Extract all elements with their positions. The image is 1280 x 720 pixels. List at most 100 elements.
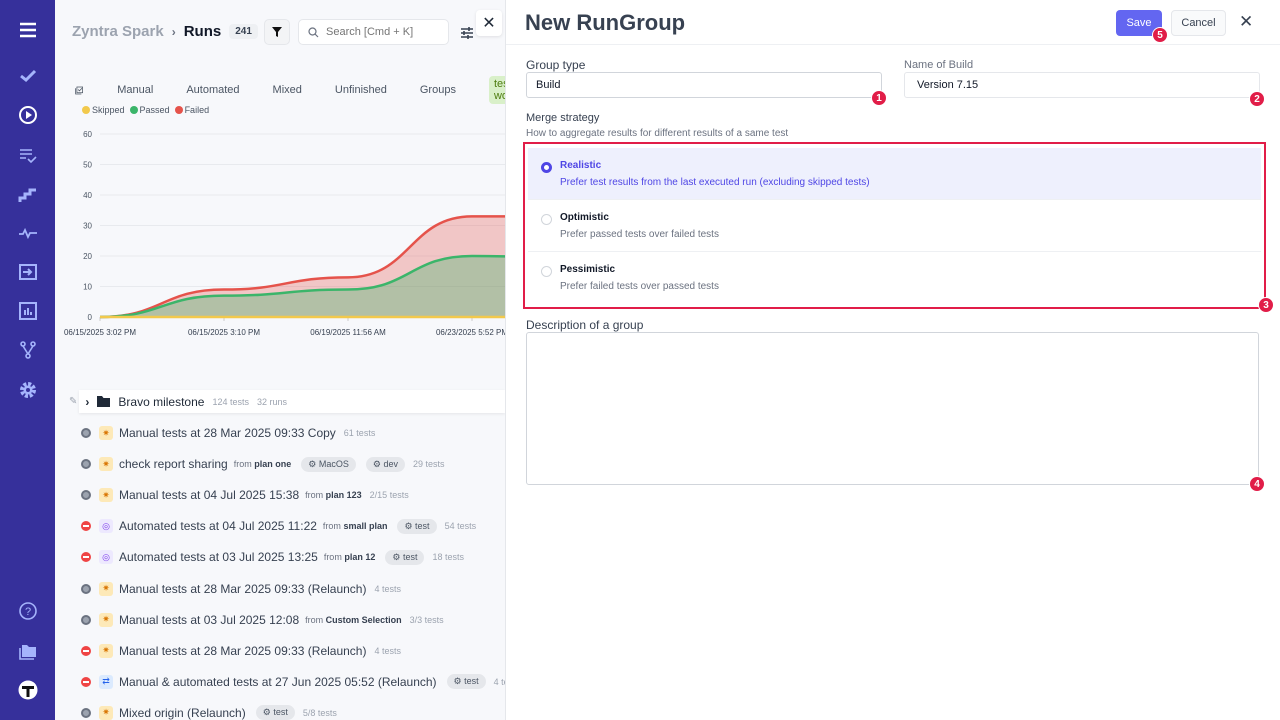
status-pending-icon xyxy=(81,583,91,594)
run-title[interactable]: Manual tests at 28 Mar 2025 09:33 (Relau… xyxy=(119,581,367,596)
stairs-icon[interactable] xyxy=(0,184,55,204)
branch-icon[interactable] xyxy=(0,340,55,360)
tab-test-work[interactable]: test work xyxy=(488,76,505,104)
option-pessimistic[interactable]: Pessimistic Prefer failed tests over pass… xyxy=(528,252,1261,304)
run-tests-count: 18 tests xyxy=(432,552,464,563)
run-title[interactable]: Manual & automated tests at 27 Jun 2025 … xyxy=(119,674,437,689)
line-passed xyxy=(99,254,505,319)
run-row[interactable]: ✷ Manual tests at 28 Mar 2025 09:33 Copy 6… xyxy=(81,423,375,443)
play-circle-icon[interactable] xyxy=(0,105,55,125)
run-row[interactable]: ✷ check report sharing from plan one ⚙ MacO… xyxy=(81,454,445,474)
run-row[interactable]: ✷ Manual tests at 28 Mar 2025 09:33 (Rela… xyxy=(81,579,401,599)
close-runs-button[interactable]: ✕ xyxy=(476,10,502,36)
env-chip: ⚙ MacOS xyxy=(301,456,356,472)
run-row[interactable]: ◎ Automated tests at 03 Jul 2025 13:25 fro… xyxy=(81,547,464,567)
y-tick-label: 60 xyxy=(83,130,92,139)
filter-button[interactable] xyxy=(264,19,290,45)
y-tick-label: 20 xyxy=(83,252,92,261)
annotation-badge: 1 xyxy=(871,90,887,106)
settings-sliders-icon[interactable] xyxy=(460,26,474,40)
run-row[interactable]: ✷ Manual tests at 28 Mar 2025 09:33 (Rela… xyxy=(81,641,401,661)
merge-hint: How to aggregate results for different r… xyxy=(526,128,789,139)
runs-count: 241 xyxy=(229,24,258,39)
cancel-button[interactable]: Cancel xyxy=(1171,10,1226,36)
run-title[interactable]: Automated tests at 04 Jul 2025 11:22 xyxy=(119,519,317,534)
search-icon xyxy=(308,26,319,37)
gear-icon: ⚙ xyxy=(372,458,381,469)
breadcrumb: Zyntra Spark › Runs 241 xyxy=(72,23,258,40)
status-pending-icon xyxy=(81,490,91,501)
gear-icon: ⚙ xyxy=(453,676,462,687)
tab-automated[interactable]: Automated xyxy=(186,84,240,96)
gear-icon[interactable] xyxy=(0,380,55,400)
gear-icon: ⚙ xyxy=(308,458,317,469)
help-icon[interactable]: ? xyxy=(0,601,55,621)
line-failed xyxy=(99,215,505,319)
run-tests-count: 5/8 tests xyxy=(302,707,337,718)
env-chip: ⚙ dev xyxy=(365,456,405,472)
option-realistic[interactable]: Realistic Prefer test results from the la… xyxy=(528,148,1261,200)
description-textarea[interactable] xyxy=(526,332,1259,485)
run-title[interactable]: Manual tests at 28 Mar 2025 09:33 Copy xyxy=(119,426,336,440)
run-tests-count: 4 tests xyxy=(493,676,505,687)
radio-realistic[interactable] xyxy=(541,162,552,173)
folder-icon[interactable] xyxy=(0,641,55,661)
search-box[interactable] xyxy=(298,19,449,45)
pulse-icon[interactable] xyxy=(0,223,55,243)
close-icon[interactable]: ✕ xyxy=(1239,12,1254,31)
menu-icon[interactable] xyxy=(0,20,55,40)
run-title[interactable]: Manual tests at 04 Jul 2025 15:38 xyxy=(119,488,300,503)
gear-icon: ⚙ xyxy=(404,520,413,531)
status-failed-icon xyxy=(81,552,91,563)
chevron-right-icon[interactable]: › xyxy=(85,394,90,409)
run-plan: from plan one xyxy=(233,459,292,470)
run-title[interactable]: check report sharing xyxy=(119,457,228,472)
avatar[interactable] xyxy=(0,680,55,700)
run-row[interactable]: ⇄ Manual & automated tests at 27 Jun 2025… xyxy=(81,672,505,692)
tab-mixed[interactable]: Mixed xyxy=(272,84,302,96)
pin-icon[interactable]: ✎ xyxy=(69,396,78,407)
runs-tabs: Manual Automated Mixed Unfinished Groups… xyxy=(75,76,505,104)
folder-icon xyxy=(97,396,111,407)
run-title[interactable]: Manual tests at 28 Mar 2025 09:33 (Relau… xyxy=(119,643,367,658)
bar-chart-icon[interactable] xyxy=(0,301,55,321)
status-failed-icon xyxy=(81,645,91,656)
run-title[interactable]: Mixed origin (Relaunch) xyxy=(119,705,246,720)
run-row[interactable]: ✷ Manual tests at 03 Jul 2025 12:08 from C… xyxy=(81,610,444,630)
radio-pessimistic[interactable] xyxy=(541,266,552,277)
manual-run-icon: ✷ xyxy=(99,457,113,472)
tab-unfinished[interactable]: Unfinished xyxy=(334,84,387,96)
annotation-badge: 3 xyxy=(1258,297,1274,313)
x-tick-label: 06/19/2025 11:56 AM xyxy=(310,328,386,337)
legend-skipped[interactable]: Skipped xyxy=(82,105,125,115)
breadcrumb-root[interactable]: Zyntra Spark xyxy=(72,23,164,40)
check-icon[interactable] xyxy=(0,66,55,86)
annotation-badge: 4 xyxy=(1249,476,1265,492)
option-optimistic[interactable]: Optimistic Prefer passed tests over faile… xyxy=(528,200,1261,252)
run-row[interactable]: ✷ Manual tests at 04 Jul 2025 15:38 from p… xyxy=(81,485,409,505)
run-row[interactable]: ◎ Automated tests at 04 Jul 2025 11:22 fro… xyxy=(81,516,476,536)
name-input[interactable]: Version 7.15 xyxy=(904,72,1260,98)
tab-groups[interactable]: Groups xyxy=(419,84,456,96)
y-tick-label: 0 xyxy=(88,313,93,322)
run-plan: from small plan xyxy=(322,521,388,532)
radio-optimistic[interactable] xyxy=(541,214,552,225)
legend-failed[interactable]: Failed xyxy=(174,105,209,115)
group-type-select[interactable]: Build xyxy=(526,72,882,98)
legend-passed[interactable]: Passed xyxy=(129,105,170,115)
run-title[interactable]: Manual tests at 03 Jul 2025 12:08 xyxy=(119,612,300,627)
auto-run-icon: ◎ xyxy=(99,519,113,534)
import-icon[interactable] xyxy=(0,262,55,282)
search-input[interactable] xyxy=(326,26,436,38)
milestone-name: Bravo milestone xyxy=(118,394,205,409)
run-title[interactable]: Automated tests at 03 Jul 2025 13:25 xyxy=(119,550,318,565)
run-tests-count: 54 tests xyxy=(444,521,477,532)
tab-manual[interactable]: Manual xyxy=(117,84,154,96)
run-row[interactable]: ✷ Mixed origin (Relaunch) ⚙ test 5/8 tests xyxy=(81,703,337,720)
milestone-row[interactable]: ✎ › Bravo milestone 124 tests 32 runs xyxy=(69,390,505,413)
manual-run-icon: ✷ xyxy=(99,581,113,596)
y-tick-label: 50 xyxy=(83,161,92,170)
list-check-icon[interactable] xyxy=(0,145,55,165)
multi-select-icon[interactable] xyxy=(75,84,84,97)
run-tests-count: 2/15 tests xyxy=(369,490,409,501)
